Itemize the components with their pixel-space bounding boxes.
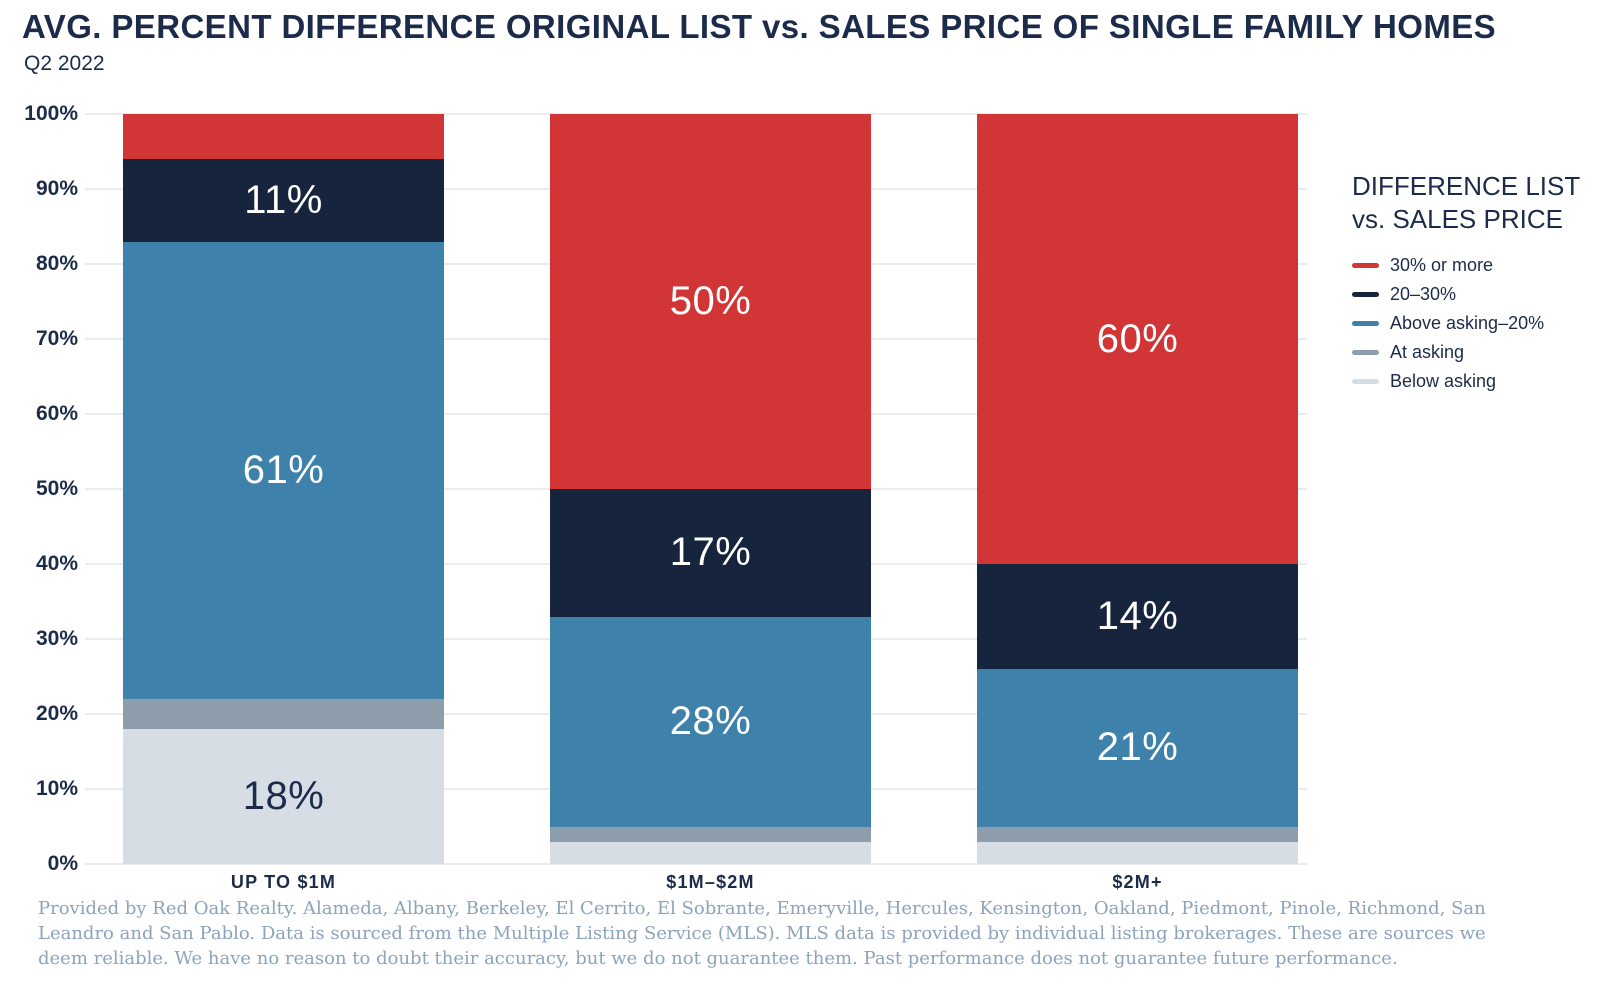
y-gridline (85, 863, 1307, 865)
bar-segment-label: 60% (1096, 316, 1179, 361)
legend-item-label: Above asking–20% (1390, 313, 1545, 333)
bar-segment-label: 14% (1096, 594, 1179, 638)
bar-segment: 14% (977, 564, 1298, 669)
legend-items: 30% or more 20–30% Above asking–20% At aski… (1352, 251, 1592, 396)
legend-item: Above asking–20% (1352, 309, 1592, 338)
bar-segment-label: 50% (669, 279, 752, 323)
bar-segment (123, 699, 444, 729)
y-axis-tick-label: 0% (47, 852, 78, 875)
bar-segment: 21% (977, 669, 1298, 827)
bar-segment: 28% (550, 616, 871, 827)
page-subtitle: Q2 2022 (24, 52, 105, 75)
bar-segment-label: 17% (669, 530, 752, 575)
legend-color-marker (1352, 292, 1379, 297)
y-axis-tick-label: 70% (35, 327, 78, 350)
legend-color-marker (1352, 350, 1379, 355)
bar-segment (550, 826, 871, 842)
legend-item: 20–30% (1352, 280, 1592, 309)
bar-segment: 50% (550, 114, 871, 489)
bar-segment: 61% (123, 241, 444, 699)
y-axis-tick-label: 20% (35, 702, 78, 725)
bar-segment: 11% (123, 159, 444, 242)
y-axis-tick-label: 80% (35, 252, 78, 275)
y-axis-tick-label: 10% (35, 777, 78, 800)
x-category-label: UP TO $1M (230, 872, 337, 892)
chart-legend: DIFFERENCE LIST vs. SALES PRICE 30% or m… (1352, 170, 1592, 396)
legend-color-marker (1352, 379, 1379, 384)
bar-segment (977, 841, 1298, 864)
legend-title-line2: vs. SALES PRICE (1352, 204, 1563, 234)
y-axis-tick-label: 30% (35, 627, 78, 650)
y-axis-tick-label: 40% (35, 552, 78, 575)
bar-segment (123, 114, 444, 159)
y-axis-tick-label: 50% (35, 477, 78, 500)
footnote-text: Provided by Red Oak Realty. Alameda, Alb… (38, 898, 1486, 969)
bar-segment (977, 826, 1298, 842)
legend-item-label: 20–30% (1390, 284, 1457, 304)
x-category-label: $1M–$2M (666, 872, 755, 892)
y-axis-tick-label: 90% (35, 177, 78, 200)
legend-item: At asking (1352, 338, 1592, 367)
y-axis-tick-label: 100% (24, 102, 78, 125)
bar-segment-label: 28% (669, 699, 752, 743)
bar-segment-label: 61% (242, 447, 325, 492)
legend-title: DIFFERENCE LIST vs. SALES PRICE (1352, 170, 1592, 236)
legend-color-marker (1352, 263, 1379, 268)
bar-segment-label: 21% (1096, 725, 1179, 770)
legend-color-marker (1352, 321, 1379, 326)
y-axis-tick-label: 60% (35, 402, 78, 425)
bar-segment-label: 18% (242, 774, 325, 818)
legend-item: Below asking (1352, 367, 1592, 396)
bar-segment: 60% (977, 114, 1298, 564)
legend-item-label: Below asking (1390, 371, 1497, 391)
bar-segment: 18% (123, 729, 444, 864)
legend-title-line1: DIFFERENCE LIST (1352, 171, 1581, 201)
legend-item-label: At asking (1390, 342, 1465, 362)
bar-segment-label: 11% (244, 177, 323, 222)
page-title: AVG. PERCENT DIFFERENCE ORIGINAL LIST vs… (22, 8, 1497, 45)
legend-item-label: 30% or more (1390, 255, 1494, 275)
bar-segment: 17% (550, 489, 871, 617)
x-category-label: $2M+ (1112, 872, 1163, 892)
bar-segment (550, 841, 871, 864)
legend-item: 30% or more (1352, 251, 1592, 280)
